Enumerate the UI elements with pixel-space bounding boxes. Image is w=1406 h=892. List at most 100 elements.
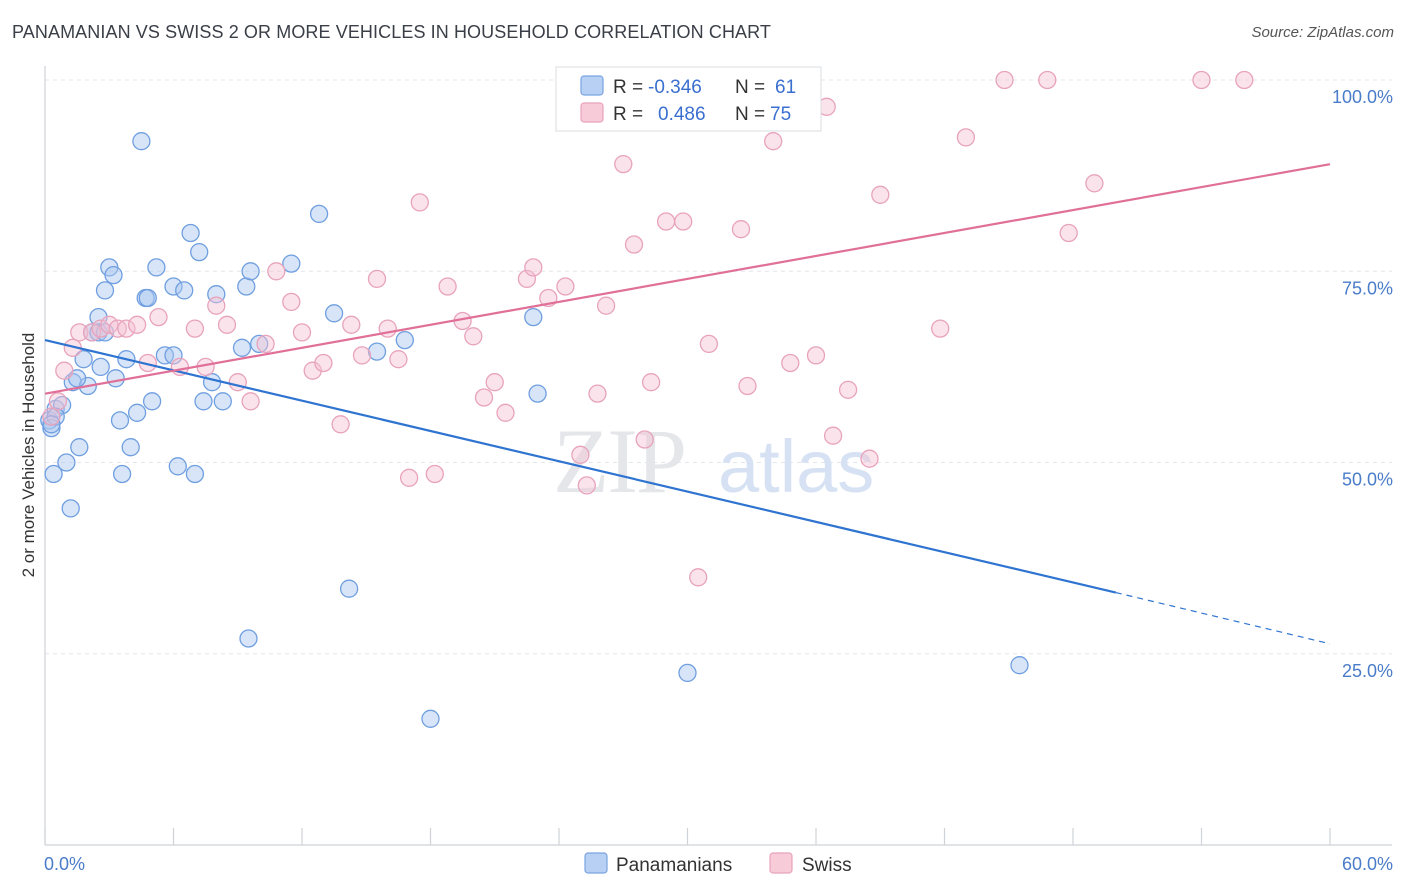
point-panamanians-25: [142, 392, 162, 411]
point-swiss-31: [389, 350, 408, 369]
point-panamanians-28: [164, 277, 183, 296]
point-swiss-65: [838, 380, 858, 399]
point-swiss-50: [624, 235, 644, 254]
point-panamanians-18: [110, 411, 130, 430]
series-panamanians: [40, 132, 1029, 728]
point-swiss-71: [1038, 70, 1057, 90]
point-panamanians-47: [395, 330, 414, 350]
legend-r-label-2: R =: [613, 104, 643, 125]
point-swiss-27: [342, 315, 361, 334]
point-swiss-69: [956, 128, 976, 147]
point-swiss-26: [331, 415, 350, 434]
point-swiss-48: [596, 296, 616, 315]
point-swiss-28: [352, 346, 372, 365]
point-panamanians-9: [74, 350, 93, 369]
point-panamanians-50: [528, 384, 547, 403]
point-panamanians-37: [213, 392, 232, 411]
point-swiss-21: [267, 262, 286, 281]
point-swiss-22: [282, 292, 301, 312]
watermark-atlas: atlas: [718, 425, 874, 508]
axes: [44, 66, 1392, 846]
point-swiss-62: [806, 346, 826, 365]
point-swiss-12: [149, 307, 168, 327]
point-swiss-49: [614, 154, 633, 174]
point-panamanians-38: [232, 338, 252, 357]
point-panamanians-45: [339, 579, 359, 598]
trend-line-swiss: [44, 163, 1331, 395]
point-panamanians-26: [147, 258, 166, 277]
point-swiss-10: [127, 315, 147, 334]
chart-title: PANAMANIAN VS SWISS 2 OR MORE VEHICLES I…: [12, 22, 772, 42]
point-swiss-23: [292, 323, 312, 342]
point-panamanians-48: [421, 709, 440, 728]
point-swiss-33: [410, 193, 429, 212]
point-swiss-70: [995, 70, 1014, 90]
point-panamanians-40: [241, 262, 260, 281]
point-swiss-34: [425, 464, 444, 484]
legend-r-value-1: -0.346: [648, 77, 702, 98]
point-swiss-1: [48, 392, 68, 411]
point-swiss-68: [931, 319, 950, 338]
point-panamanians-56: [164, 346, 183, 365]
trend-line-extension-panamanians: [1115, 591, 1331, 645]
bottom-legend-label-panamanians: Panamanians: [616, 855, 732, 876]
point-panamanians-41: [250, 334, 269, 354]
point-panamanians-60: [42, 415, 61, 434]
point-swiss-53: [656, 212, 676, 231]
point-swiss-5: [82, 323, 102, 342]
point-panamanians-52: [1010, 656, 1029, 675]
point-swiss-41: [517, 269, 537, 289]
point-panamanians-19: [112, 464, 132, 484]
legend-n-value-1: 61: [775, 77, 796, 98]
legend-n-label-1: N =: [735, 77, 765, 98]
point-swiss-64: [823, 426, 843, 445]
point-swiss-55: [689, 568, 708, 587]
x-tick-label-0: 0.0%: [44, 854, 85, 874]
point-swiss-44: [556, 277, 575, 296]
point-swiss-56: [699, 334, 719, 354]
y-tick-label-1: 75.0%: [1342, 278, 1393, 298]
point-swiss-20: [256, 334, 275, 354]
point-panamanians-49: [524, 307, 543, 327]
y-axis-title: 2 or more Vehicles in Household: [19, 333, 38, 578]
point-panamanians-16: [104, 265, 123, 285]
point-panamanians-35: [202, 373, 222, 392]
point-panamanians-23: [132, 132, 151, 151]
legend: R = -0.346 N = 61 R = 0.486 N = 75: [555, 66, 822, 132]
point-panamanians-51: [678, 663, 697, 683]
point-swiss-52: [641, 373, 661, 392]
point-swiss-16: [207, 296, 226, 315]
point-panamanians-42: [282, 254, 301, 273]
point-panamanians-29: [168, 457, 187, 476]
point-swiss-58: [738, 376, 757, 396]
tick-labels: 100.0% 75.0% 50.0% 25.0% 0.0% 60.0%: [44, 87, 1393, 874]
point-swiss-54: [674, 212, 693, 231]
point-panamanians-6: [61, 499, 80, 518]
point-swiss-47: [588, 384, 607, 403]
point-swiss-17: [217, 315, 237, 334]
point-panamanians-43: [309, 204, 329, 224]
legend-n-label-2: N =: [735, 104, 765, 125]
point-swiss-0: [42, 407, 61, 426]
point-panamanians-53: [239, 629, 258, 648]
x-tick-label-1: 60.0%: [1342, 854, 1393, 874]
point-swiss-18: [228, 373, 247, 392]
point-swiss-38: [474, 388, 494, 407]
point-swiss-66: [860, 449, 879, 468]
point-swiss-25: [314, 353, 333, 373]
point-panamanians-30: [175, 281, 194, 300]
point-panamanians-13: [91, 357, 110, 377]
series-layer: [40, 70, 1254, 728]
point-swiss-2: [55, 361, 74, 380]
y-tick-label-3: 25.0%: [1342, 661, 1393, 681]
point-swiss-37: [464, 327, 483, 346]
point-swiss-9: [117, 319, 136, 338]
watermark: ZIP atlas: [553, 410, 874, 512]
point-panamanians-17: [106, 369, 125, 388]
legend-swatch-swiss: [580, 102, 604, 123]
point-swiss-45: [571, 445, 590, 464]
point-panamanians-2: [44, 464, 63, 484]
point-swiss-60: [764, 132, 783, 151]
bottom-legend-label-swiss: Swiss: [802, 855, 852, 876]
